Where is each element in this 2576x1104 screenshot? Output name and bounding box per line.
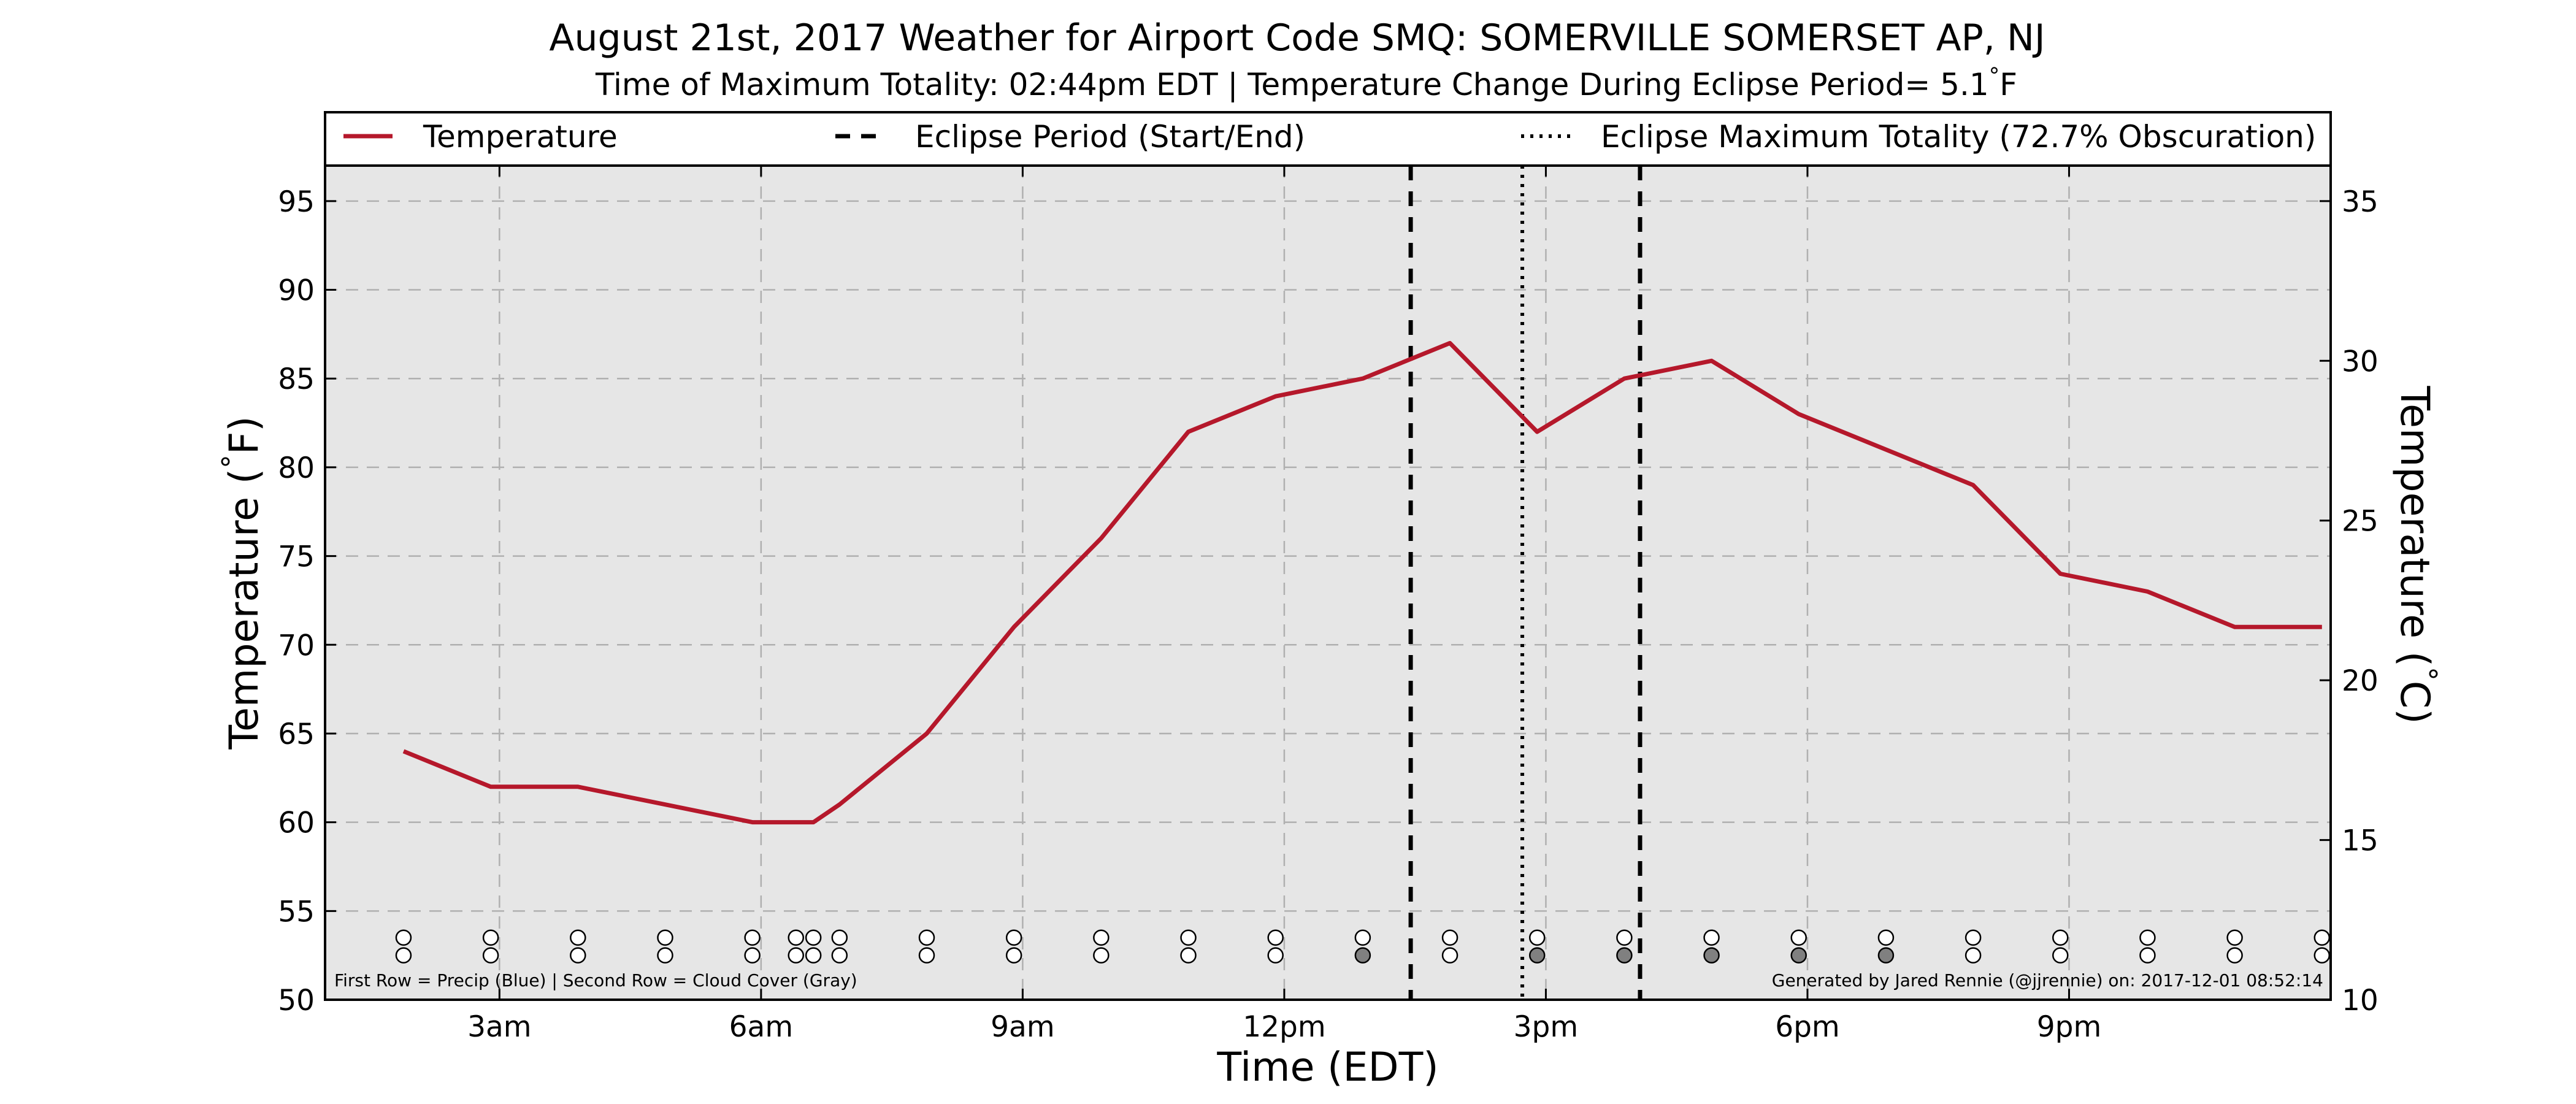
plot-area	[325, 166, 2331, 1000]
precip-marker	[1441, 929, 1459, 946]
y2-tick-label: 20	[2342, 664, 2379, 698]
cloud-marker	[744, 947, 761, 964]
precip-marker	[570, 929, 586, 946]
cloud-marker	[1180, 947, 1197, 964]
legend-temperature-label: Temperature	[423, 119, 618, 155]
y-tick-label: 70	[278, 629, 315, 662]
precip-marker	[788, 929, 804, 946]
precip-marker	[482, 929, 499, 946]
y-ticks-right: 10 15 20 25 30 35	[2320, 185, 2379, 1018]
x-tick-label: 6am	[729, 1010, 794, 1044]
precip-marker	[657, 929, 673, 946]
series-layer	[402, 340, 2322, 825]
x-ticks: 3am 6am 9am 12pm 3pm 6pm 9pm	[467, 166, 2101, 1044]
cloud-marker	[1616, 947, 1633, 964]
x-tick-label: 6pm	[1775, 1010, 1840, 1044]
cloud-marker	[918, 947, 935, 964]
cloud-marker	[2313, 947, 2331, 964]
cloud-marker	[788, 947, 804, 964]
y-tick-label: 90	[278, 274, 315, 308]
cloud-marker	[2226, 947, 2243, 964]
y2-tick-label: 35	[2342, 185, 2379, 219]
precip-marker	[395, 929, 412, 946]
y-tick-label: 80	[278, 451, 315, 485]
precip-marker	[1877, 929, 1895, 946]
x-tick-label: 3pm	[1514, 1010, 1579, 1044]
cloud-marker	[805, 947, 822, 964]
chart-title: August 21st, 2017 Weather for Airport Co…	[549, 17, 2045, 59]
cloud-marker	[482, 947, 499, 964]
cloud-marker	[2139, 947, 2156, 964]
precip-marker	[1093, 929, 1110, 946]
temperature-line	[402, 340, 2322, 825]
legend-box	[324, 111, 2332, 167]
cloud-marker	[1703, 947, 1720, 964]
y2-tick-label: 15	[2342, 824, 2379, 858]
x-tick-label: 3am	[467, 1010, 532, 1044]
footnote-right: Generated by Jared Rennie (@jjrennie) on…	[1772, 970, 2323, 991]
y2-tick-label: 30	[2342, 345, 2379, 378]
y2-tick-label: 25	[2342, 505, 2379, 539]
precip-marker	[1616, 929, 1633, 946]
cloud-marker	[1441, 947, 1459, 964]
cloud-marker	[657, 947, 673, 964]
precip-marker	[1790, 929, 1807, 946]
precip-marker	[2226, 929, 2243, 946]
eclipse-lines	[1408, 166, 1643, 1000]
x-tick-label: 9am	[991, 1010, 1055, 1044]
precip-marker	[2052, 929, 2069, 946]
precip-marker	[918, 929, 935, 946]
cloud-marker	[1354, 947, 1371, 964]
cloud-marker	[1528, 947, 1546, 964]
y-tick-label: 65	[278, 718, 315, 751]
cloud-marker	[831, 947, 848, 964]
precip-marker	[831, 929, 848, 946]
precip-marker	[744, 929, 761, 946]
precip-marker	[1528, 929, 1546, 946]
y-tick-label: 75	[278, 540, 315, 574]
y-ticks-left: 50 55 60 65 70 75 80 85 90 95	[278, 185, 336, 1018]
precip-marker	[1267, 929, 1284, 946]
y-tick-label: 55	[278, 895, 315, 929]
precip-marker	[1354, 929, 1371, 946]
precip-marker	[1180, 929, 1197, 946]
precip-marker	[1703, 929, 1720, 946]
y-tick-label: 50	[278, 984, 315, 1018]
legend-eclipse-period-label: Eclipse Period (Start/End)	[915, 119, 1305, 155]
precip-marker	[1005, 929, 1022, 946]
y-tick-label: 60	[278, 807, 315, 840]
y-tick-label: 95	[278, 185, 315, 219]
x-tick-label: 9pm	[2037, 1010, 2102, 1044]
precip-marker	[805, 929, 822, 946]
legend-eclipse-max-label: Eclipse Maximum Totality (72.7% Obscurat…	[1601, 119, 2316, 155]
cloud-marker	[1790, 947, 1807, 964]
precip-marker	[1965, 929, 1982, 946]
cloud-marker	[395, 947, 412, 964]
precip-marker	[2313, 929, 2331, 946]
x-axis-label: Time (EDT)	[1216, 1045, 1438, 1091]
y-axis-label-right: Temperature (°C)	[2391, 385, 2444, 724]
cloud-marker	[1093, 947, 1110, 964]
cloud-marker	[1877, 947, 1895, 964]
cloud-marker	[2052, 947, 2069, 964]
x-tick-label: 12pm	[1243, 1010, 1325, 1044]
y-axis-label-left: Temperature (°F)	[216, 416, 268, 749]
y-tick-label: 85	[278, 362, 315, 396]
cloud-marker	[1005, 947, 1022, 964]
precip-cloud-markers	[395, 929, 2331, 964]
cloud-marker	[570, 947, 586, 964]
cloud-marker	[1965, 947, 1982, 964]
footnote-left: First Row = Precip (Blue) | Second Row =…	[334, 970, 857, 991]
chart-subtitle: Time of Maximum Totality: 02:44pm EDT | …	[595, 64, 2017, 102]
precip-marker	[2139, 929, 2156, 946]
grid-lines	[325, 166, 2331, 1000]
cloud-marker	[1267, 947, 1284, 964]
y2-tick-label: 10	[2342, 984, 2379, 1018]
